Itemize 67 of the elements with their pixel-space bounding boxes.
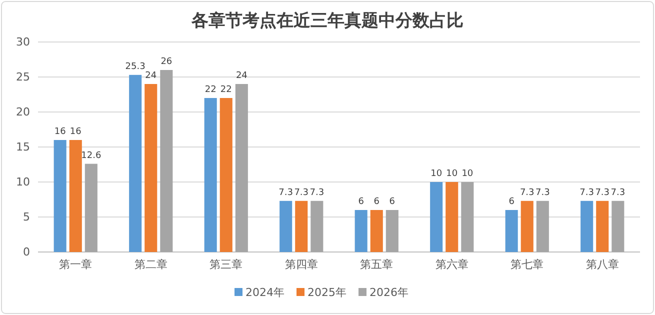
bar [235, 84, 248, 252]
data-label: 12.6 [81, 150, 102, 161]
bar [461, 182, 474, 252]
bar [220, 98, 232, 252]
legend-label: 2026年 [370, 286, 408, 299]
bar [370, 210, 383, 252]
x-tick-label: 第七章 [510, 258, 544, 271]
x-tick-label: 第五章 [360, 258, 394, 271]
bar [446, 182, 458, 252]
bar [69, 140, 82, 252]
data-label: 7.3 [310, 188, 324, 198]
x-tick-label: 第四章 [284, 258, 318, 271]
y-tick-label: 30 [16, 36, 30, 49]
x-tick-label: 第八章 [586, 258, 619, 271]
chart-title: 各章节考点在近三年真题中分数占比 [190, 11, 464, 31]
bar [310, 200, 324, 252]
data-label: 7.3 [278, 188, 293, 198]
bar [505, 210, 518, 252]
bar [612, 200, 624, 252]
x-tick-label: 第二章 [134, 258, 168, 271]
bar [596, 200, 609, 252]
data-label: 16 [54, 127, 66, 137]
data-label: 7.3 [580, 188, 594, 198]
data-label: 7.3 [610, 188, 626, 198]
data-label: 7.3 [520, 188, 534, 198]
data-label: 10 [430, 169, 442, 179]
bar [129, 74, 142, 252]
data-label: 7.3 [595, 188, 610, 198]
data-label: 10 [462, 169, 474, 179]
bar [536, 200, 549, 252]
bar [280, 200, 292, 252]
data-label: 7.3 [536, 188, 550, 198]
data-label: 10 [446, 169, 458, 179]
bar [386, 210, 398, 252]
x-tick-label: 第三章 [210, 258, 243, 271]
bar [520, 200, 534, 252]
bar [204, 98, 217, 252]
legend-label: 2025年 [308, 286, 346, 299]
data-label: 22 [220, 85, 232, 95]
y-tick-label: 25 [16, 70, 30, 84]
bar [54, 140, 66, 252]
data-label: 22 [204, 85, 216, 95]
data-label: 6 [374, 197, 380, 207]
data-label: 25.3 [125, 62, 146, 72]
y-tick-label: 0 [23, 246, 30, 259]
data-label: 6 [358, 197, 364, 207]
bar [144, 84, 158, 252]
legend-label: 2024年 [246, 286, 284, 299]
data-label: 6 [389, 197, 396, 207]
x-tick-label: 第六章 [435, 258, 468, 271]
data-label: 24 [236, 71, 248, 81]
bar [580, 200, 594, 252]
bar [295, 200, 308, 252]
bar [84, 164, 98, 252]
y-tick-label: 5 [23, 210, 30, 224]
data-label: 24 [145, 71, 157, 81]
data-label: 7.3 [294, 188, 309, 198]
data-label: 26 [160, 57, 172, 67]
bar [354, 210, 368, 252]
y-tick-label: 10 [16, 176, 30, 189]
data-label: 16 [70, 127, 82, 137]
bar [160, 70, 173, 252]
x-tick-label: 第一章 [59, 258, 92, 271]
y-tick-label: 15 [16, 140, 30, 154]
y-tick-label: 20 [16, 106, 30, 119]
data-label: 6 [508, 197, 515, 207]
bar [430, 182, 443, 252]
